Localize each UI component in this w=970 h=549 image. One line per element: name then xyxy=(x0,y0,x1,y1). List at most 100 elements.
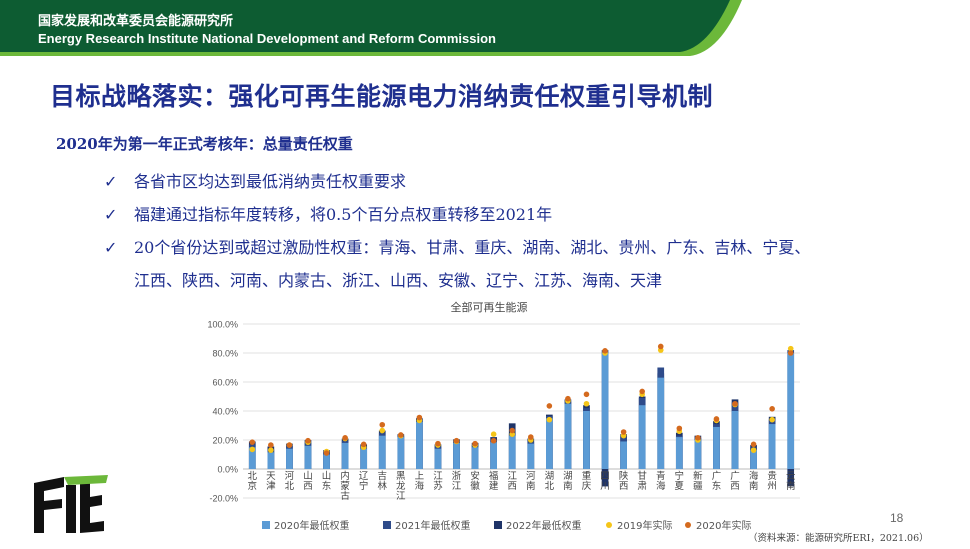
bar xyxy=(508,435,516,469)
x-tick-label: 新疆 xyxy=(693,470,703,492)
data-point xyxy=(472,440,478,447)
page-number: 18 xyxy=(890,511,904,525)
data-point xyxy=(249,446,256,453)
bar xyxy=(601,469,609,487)
data-point xyxy=(565,395,571,402)
data-point xyxy=(453,437,460,444)
x-tick-label: 甘肃 xyxy=(637,470,647,492)
org-name-en: Energy Research Institute National Devel… xyxy=(38,31,496,46)
data-point xyxy=(379,427,386,434)
source-note: （资料来源：能源研究所ERI，2021.06） xyxy=(748,533,929,544)
bar xyxy=(713,426,720,469)
x-tick-label: 广东 xyxy=(712,470,722,492)
institute-logo-icon xyxy=(34,475,108,533)
slide-title: 目标战略落实：强化可再生能源电力消纳责任权重引导机制 xyxy=(50,82,714,111)
x-axis: 北京天津河北山西山东内蒙古辽宁吉林黑龙江上海江苏浙江安徽福建江西河南湖北湖南重庆… xyxy=(248,470,796,502)
x-tick-label: 湖北 xyxy=(545,471,555,492)
data-point xyxy=(602,348,608,354)
data-point xyxy=(509,427,516,434)
bullet-item: ✓ 福建通过指标年度转移，将0.5个百分点权重转移至2021年 xyxy=(104,198,944,231)
data-point xyxy=(268,442,274,448)
data-point xyxy=(490,437,497,444)
x-tick-label: 四川 xyxy=(600,471,610,492)
y-tick-label: 20.0% xyxy=(212,436,238,446)
header-main-band xyxy=(0,0,730,52)
y-axis: 100.0% 80.0% 60.0% 40.0% 20.0% 0.0% -20.0% xyxy=(207,320,238,504)
x-tick-label: 云南 xyxy=(786,471,796,492)
bullet-item: ✓ 各省市区均达到最低消纳责任权重要求 xyxy=(104,165,944,198)
x-tick-label: 吉林 xyxy=(377,471,387,492)
x-tick-label: 北京 xyxy=(248,471,258,492)
data-point xyxy=(769,406,775,412)
data-point xyxy=(732,400,738,407)
legend-label: 2020年实际 xyxy=(696,519,751,532)
x-tick-label: 江苏 xyxy=(433,471,443,492)
legend-label: 2019年实际 xyxy=(617,519,672,532)
bar xyxy=(304,445,312,469)
chart-points xyxy=(249,343,794,456)
x-tick-label: 江西 xyxy=(507,471,517,492)
bar xyxy=(378,435,386,469)
data-point xyxy=(546,416,553,423)
x-tick-label: 湖南 xyxy=(563,471,573,492)
legend-swatch xyxy=(494,521,502,529)
bullet-text: 各省市区均达到最低消纳责任权重要求 xyxy=(134,172,407,191)
data-point xyxy=(750,441,757,448)
bar xyxy=(397,437,405,469)
x-tick-label: 河南 xyxy=(526,470,536,492)
data-point xyxy=(416,414,423,421)
data-point xyxy=(323,450,330,456)
bullet-text: 20个省份达到或超过激励性权重：青海、甘肃、重庆、湖南、湖北、贵州、广东、吉林、… xyxy=(134,238,811,257)
slide-subtitle: 2020年为第一年正式考核年：总量责任权重 xyxy=(56,135,353,153)
data-point xyxy=(657,343,664,350)
y-tick-label: -20.0% xyxy=(209,494,238,504)
y-tick-label: 100.0% xyxy=(207,320,238,330)
y-tick-label: 80.0% xyxy=(212,349,238,359)
bar xyxy=(750,450,757,469)
data-point xyxy=(268,447,274,453)
x-tick-label: 陕西 xyxy=(619,470,629,492)
x-tick-label: 安徽 xyxy=(470,470,480,492)
data-point xyxy=(286,442,293,448)
x-tick-label: 青海 xyxy=(656,470,666,492)
legend-swatch xyxy=(262,521,270,529)
bar xyxy=(787,469,795,487)
legend-swatch xyxy=(383,521,391,529)
data-point xyxy=(546,403,553,409)
header-band: 国家发展和改革委员会能源研究所 Energy Research Institut… xyxy=(0,0,970,56)
bar xyxy=(323,454,330,469)
bar xyxy=(638,405,646,469)
x-tick-label: 黑龙江 xyxy=(396,471,406,502)
data-point xyxy=(360,441,367,448)
data-point xyxy=(787,345,794,352)
x-tick-label: 山西 xyxy=(303,471,313,492)
header-background xyxy=(0,0,742,56)
data-point xyxy=(583,391,590,398)
data-point xyxy=(676,425,683,432)
x-tick-label: 浙江 xyxy=(452,470,462,492)
data-point xyxy=(769,416,775,423)
data-point xyxy=(490,431,497,438)
x-tick-label: 山东 xyxy=(322,471,332,492)
data-point xyxy=(305,437,311,444)
data-point xyxy=(787,350,794,356)
y-tick-label: 40.0% xyxy=(212,407,238,417)
x-tick-label: 辽宁 xyxy=(359,470,369,492)
chart-title: 全部可再生能源 xyxy=(451,300,528,314)
data-point xyxy=(379,421,386,428)
x-tick-label: 贵州 xyxy=(767,470,777,492)
bar xyxy=(564,403,572,469)
checkmark-icon: ✓ xyxy=(104,172,118,191)
chart-gridlines xyxy=(243,323,800,499)
bar xyxy=(675,437,683,469)
bullet-item-continuation: 江西、陕西、河南、内蒙古、浙江、山西、安徽、辽宁、江苏、海南、天津 xyxy=(104,264,944,297)
bar xyxy=(248,447,256,469)
data-point xyxy=(342,435,348,441)
legend-label: 2022年最低权重 xyxy=(506,519,581,532)
data-point xyxy=(620,429,627,435)
data-point xyxy=(398,432,404,438)
bar xyxy=(694,440,702,469)
legend-swatch xyxy=(606,522,612,528)
bar xyxy=(601,353,609,469)
data-point xyxy=(713,416,720,422)
